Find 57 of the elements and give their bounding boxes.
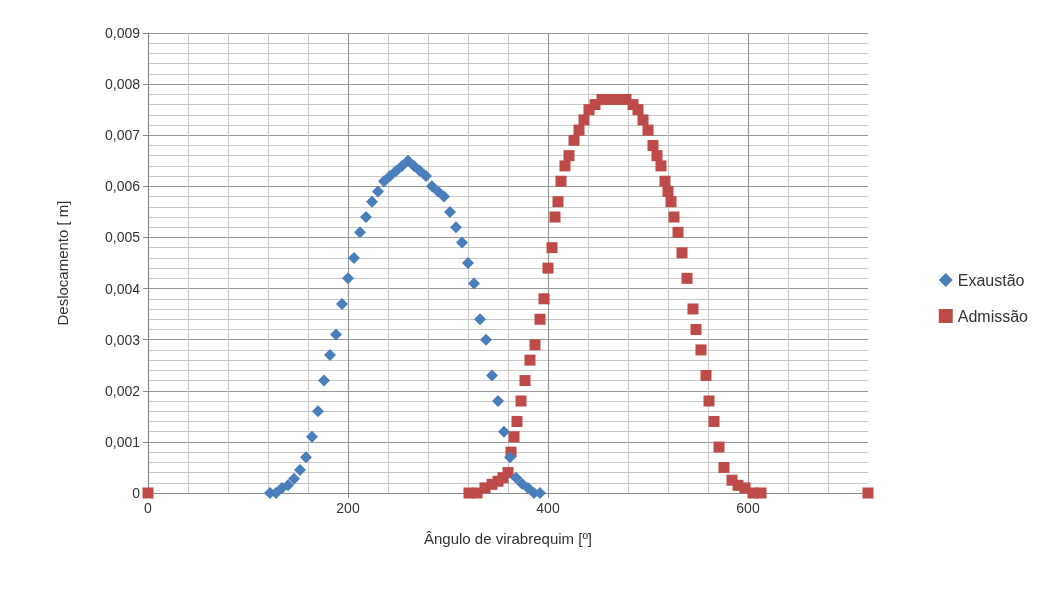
y-tick-label: 0,005: [104, 229, 141, 246]
point: [318, 374, 330, 387]
point: [288, 472, 300, 485]
point: [522, 481, 534, 494]
y-tick-label: 0,003: [104, 331, 141, 348]
point: [282, 479, 294, 492]
point: [324, 349, 336, 361]
point: [414, 165, 426, 177]
point: [384, 170, 396, 183]
point: [444, 205, 456, 218]
point: [354, 226, 366, 239]
point: [348, 251, 360, 264]
point: [366, 195, 378, 208]
point: [492, 395, 504, 407]
point: [336, 297, 348, 310]
point: [372, 185, 384, 198]
point: [498, 425, 510, 438]
point: [300, 451, 312, 464]
point: [438, 190, 450, 203]
point: [486, 369, 498, 382]
point: [432, 185, 444, 198]
y-tick-label: 0,002: [104, 382, 141, 399]
point: [312, 405, 324, 418]
y-tick-label: 0,008: [104, 76, 141, 93]
point: [360, 211, 372, 223]
point: [378, 175, 390, 188]
point: [330, 328, 342, 341]
point: [390, 165, 402, 177]
point: [480, 333, 492, 346]
x-tick-label: 400: [536, 500, 560, 516]
y-axis-title: Deslocamento [ m]: [54, 200, 71, 326]
point: [468, 277, 480, 290]
y-tick-label: 0,006: [104, 178, 141, 195]
point: [510, 471, 522, 484]
point: [462, 257, 474, 269]
point: [306, 430, 318, 443]
y-tick-label: 0: [132, 485, 141, 501]
y-tick-label: 0,007: [104, 127, 141, 144]
point: [426, 180, 438, 193]
x-axis-title: Ângulo de virabrequim [º]: [423, 530, 593, 547]
point: [402, 154, 414, 167]
point: [456, 236, 468, 249]
legend-label: Admissão: [957, 307, 1029, 325]
point: [474, 313, 486, 326]
y-tick-label: 0,009: [104, 25, 141, 41]
point: [342, 272, 354, 285]
point: [396, 159, 408, 172]
point: [420, 170, 432, 183]
x-tick-label: 0: [144, 500, 153, 516]
legend-label: Exaustão: [957, 271, 1025, 289]
y-tick-label: 0,004: [104, 280, 141, 297]
x-tick-label: 600: [736, 500, 760, 516]
point: [450, 221, 462, 234]
point: [408, 159, 420, 172]
point: [294, 464, 306, 476]
x-tick-label: 200: [336, 500, 360, 516]
y-tick-label: 0,001: [104, 433, 141, 450]
